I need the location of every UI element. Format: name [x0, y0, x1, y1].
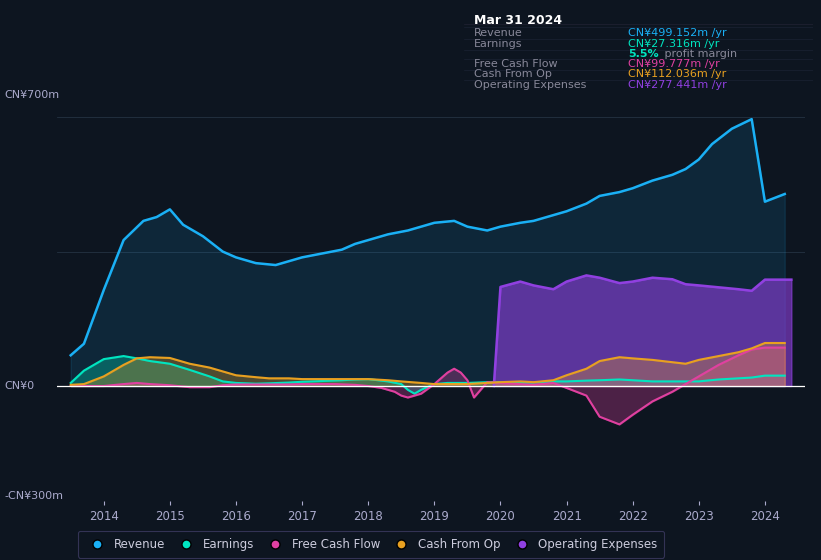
Text: profit margin: profit margin: [661, 49, 737, 59]
Text: CN¥112.036m /yr: CN¥112.036m /yr: [628, 69, 726, 80]
Legend: Revenue, Earnings, Free Cash Flow, Cash From Op, Operating Expenses: Revenue, Earnings, Free Cash Flow, Cash …: [78, 531, 664, 558]
Text: -CN¥300m: -CN¥300m: [4, 491, 63, 501]
Text: CN¥27.316m /yr: CN¥27.316m /yr: [628, 39, 719, 49]
Text: CN¥0: CN¥0: [4, 381, 34, 391]
Text: Mar 31 2024: Mar 31 2024: [475, 14, 562, 27]
Text: Earnings: Earnings: [475, 39, 523, 49]
Text: CN¥277.441m /yr: CN¥277.441m /yr: [628, 80, 727, 90]
Text: Cash From Op: Cash From Op: [475, 69, 553, 80]
Text: CN¥99.777m /yr: CN¥99.777m /yr: [628, 59, 720, 69]
Text: CN¥499.152m /yr: CN¥499.152m /yr: [628, 28, 727, 38]
Text: Operating Expenses: Operating Expenses: [475, 80, 587, 90]
Text: CN¥700m: CN¥700m: [4, 90, 59, 100]
Text: Free Cash Flow: Free Cash Flow: [475, 59, 558, 69]
Text: 5.5%: 5.5%: [628, 49, 658, 59]
Text: Revenue: Revenue: [475, 28, 523, 38]
